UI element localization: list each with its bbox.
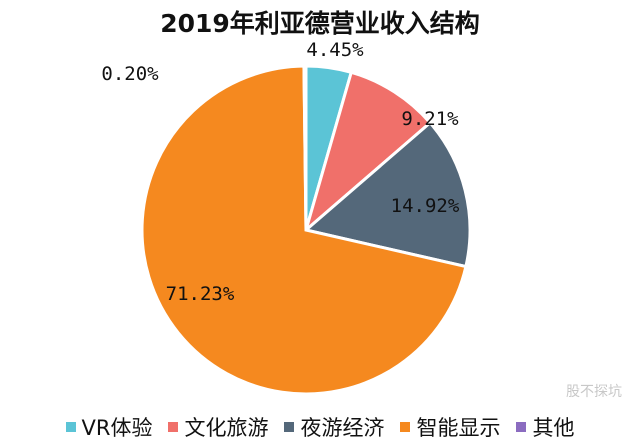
- chart-title: 2019年利亚德营业收入结构: [160, 9, 480, 38]
- legend-label: 其他: [532, 416, 575, 440]
- legend-swatch: [168, 422, 179, 432]
- data-label: 9.21%: [401, 108, 459, 130]
- watermark: 股不探坑: [566, 384, 622, 400]
- data-label: 4.45%: [306, 39, 364, 61]
- legend-label: 智能显示: [416, 416, 501, 440]
- data-label: 14.92%: [391, 195, 460, 217]
- legend-label: 夜游经济: [300, 416, 385, 440]
- legend-label: 文化旅游: [184, 416, 269, 440]
- legend-swatch: [516, 422, 527, 432]
- data-label: 71.23%: [166, 283, 235, 305]
- legend-item: 其他: [516, 412, 574, 442]
- legend-item: 智能显示: [400, 412, 500, 442]
- legend-swatch: [400, 422, 411, 432]
- legend-item: 夜游经济: [284, 412, 384, 442]
- pie-slice-4: [302, 64, 308, 231]
- legend-label: VR体验: [81, 416, 153, 440]
- data-label: 0.20%: [101, 63, 159, 85]
- legend: VR体验 文化旅游 夜游经济 智能显示 其他: [0, 412, 640, 442]
- pie-slice-1: [303, 70, 433, 235]
- legend-swatch: [284, 422, 295, 432]
- legend-item: VR体验: [65, 412, 153, 442]
- legend-swatch: [65, 422, 76, 432]
- pie-slice-3: [140, 64, 468, 396]
- legend-item: 文化旅游: [168, 412, 268, 442]
- pie-slice-2: [302, 120, 472, 269]
